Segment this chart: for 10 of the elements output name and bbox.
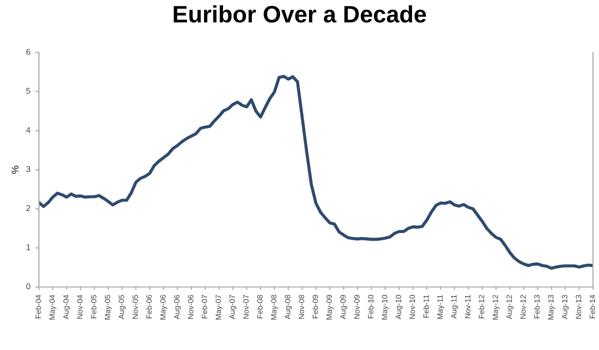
- y-tick-label: 6: [26, 48, 30, 55]
- y-tick-label: 4: [26, 127, 30, 133]
- y-tick-label: 5: [26, 88, 30, 94]
- line-series: [38, 74, 594, 270]
- y-tick-label: 1: [26, 244, 30, 250]
- y-tick-label: 2: [26, 205, 30, 211]
- y-tick-label: 3: [26, 166, 30, 172]
- y-axis-title: %: [12, 166, 18, 174]
- chart-title: Euribor Over a Decade: [174, 5, 426, 23]
- y-tick-label: 0: [26, 283, 30, 290]
